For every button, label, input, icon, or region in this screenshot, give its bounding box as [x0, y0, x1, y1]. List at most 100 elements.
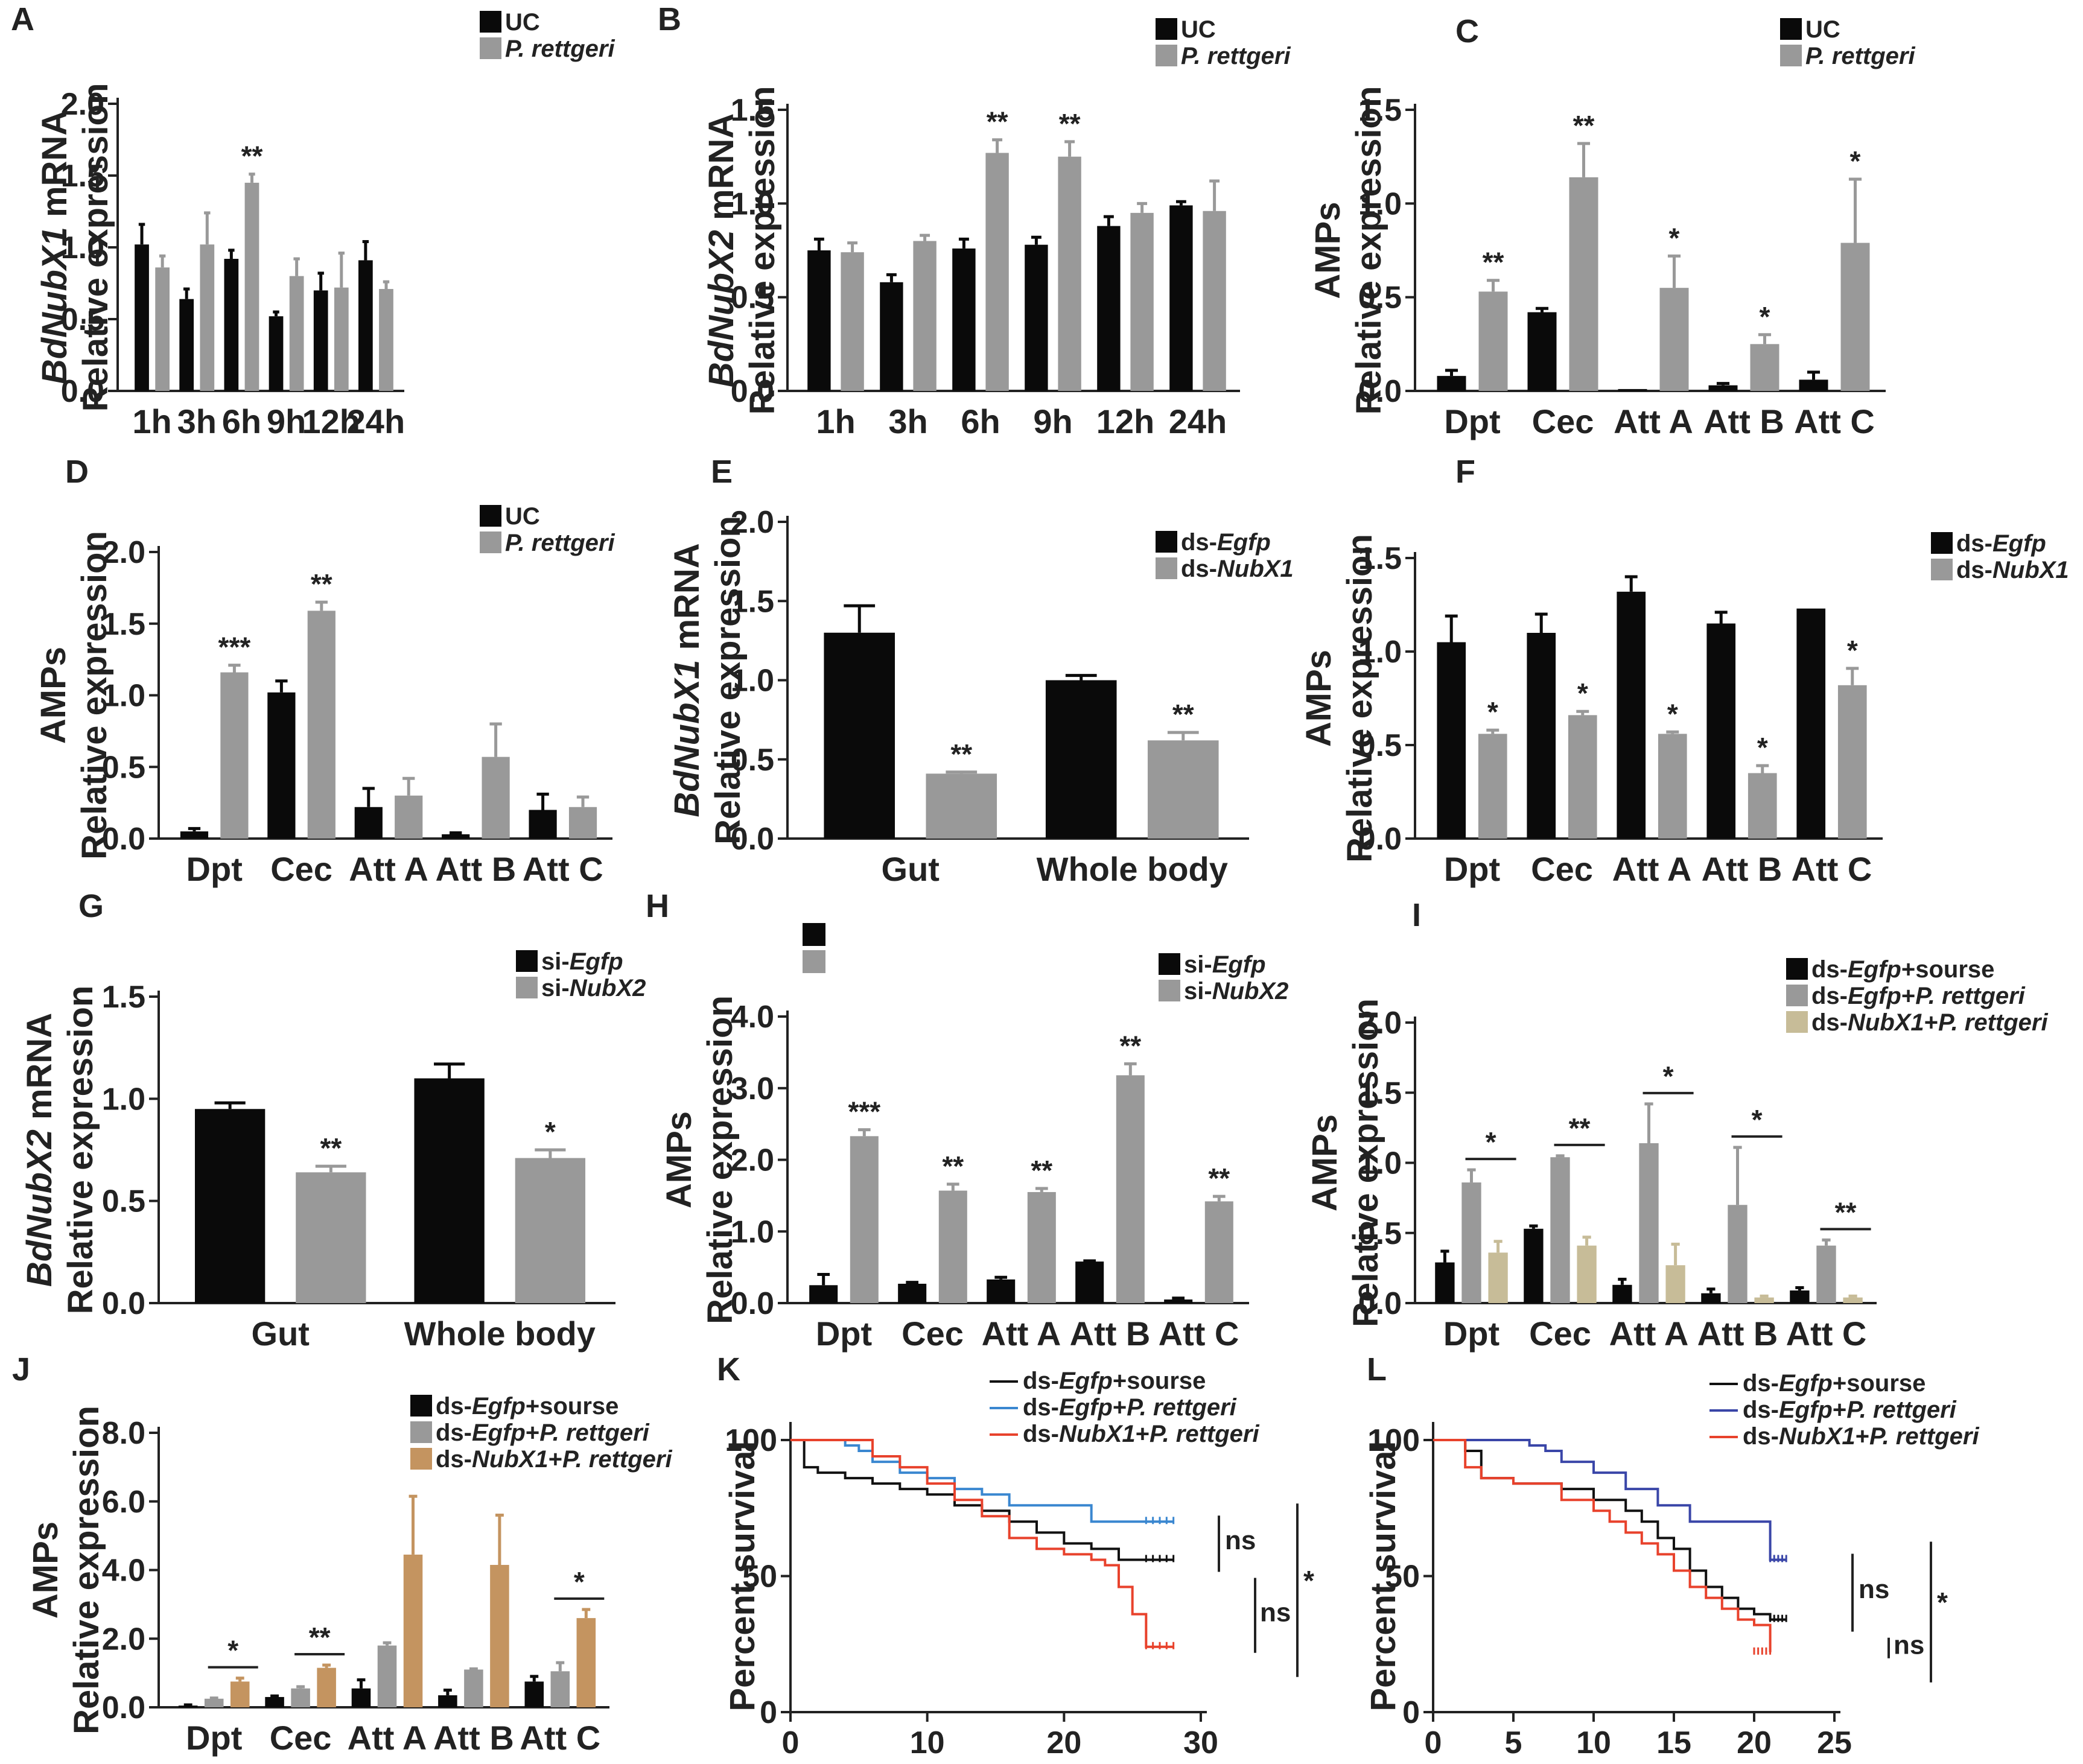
text-part: UC	[1805, 16, 1840, 43]
significance-label: **	[1031, 1155, 1052, 1186]
bar	[1435, 1262, 1455, 1303]
text-part: Egfp	[1848, 956, 1901, 983]
panel-I: I 0.0 0.5 1.0 1.5 2.0 AMPs Relative expression D…	[1305, 897, 2048, 1353]
y-tick-label: 1.5	[731, 584, 774, 619]
text-part: AMPs	[1308, 201, 1347, 299]
survival-curve	[1433, 1439, 1772, 1652]
panel-C: C 0.0 0.5 1.0 1.5 AMPs Relative expression Dpt C…	[1308, 13, 1915, 440]
text-part: P. rettgeri	[505, 530, 615, 556]
category-label: Cec	[1529, 1315, 1591, 1353]
bar	[313, 290, 328, 391]
text-part: +	[526, 1420, 539, 1446]
y-tick-label: 100	[725, 1423, 777, 1458]
text-part: ds-	[1181, 529, 1217, 556]
bar	[269, 316, 284, 391]
legend-label: ds-NubX1	[1956, 557, 2069, 583]
y-tick-label: 0.0	[102, 1690, 145, 1725]
text-part: ds-	[436, 1393, 472, 1420]
bar	[1750, 344, 1779, 391]
y-tick-label: 100	[1367, 1423, 1420, 1458]
text-part: mRNA	[35, 110, 74, 227]
y-tick-label: 1.5	[1358, 1076, 1402, 1111]
legend-swatch	[1159, 980, 1180, 1001]
bar	[1203, 211, 1226, 391]
y-tick-label: 0.5	[102, 1184, 145, 1219]
bar	[898, 1283, 927, 1303]
text-part: ds-	[1743, 1370, 1779, 1397]
category-label: Att A	[982, 1315, 1061, 1353]
text-part: Egfp	[1992, 530, 2046, 557]
legend-label: si-Egfp	[541, 948, 623, 975]
text-part: NubX1	[1848, 1009, 1924, 1036]
category-label: Att C	[1792, 850, 1872, 888]
x-tick-label: 30	[1183, 1725, 1218, 1760]
bar	[524, 1681, 544, 1707]
text-part: BdNubX1	[35, 227, 74, 384]
category-label: 6h	[222, 402, 261, 440]
bar	[289, 276, 304, 391]
text-part: P. rettgeri	[1938, 1009, 2048, 1036]
significance-label: **	[1483, 247, 1504, 278]
text-part: ds-	[436, 1446, 472, 1473]
bar	[464, 1669, 483, 1707]
panel-letter: L	[1367, 1351, 1387, 1388]
panel-H: H 0.0 1.0 2.0 3.0 4.0 AMPs Relative expression D…	[646, 888, 1288, 1353]
legend-label: ds-Egfp	[1956, 530, 2046, 557]
text-part: Egfp	[472, 1420, 526, 1446]
y-tick-label: 0.5	[731, 743, 774, 778]
y-tick-label: 50	[1385, 1559, 1420, 1594]
survival-curve	[790, 1439, 1174, 1561]
category-label: Att C	[520, 1719, 600, 1757]
y-tick-label: 2.0	[102, 535, 145, 570]
bar	[1527, 312, 1557, 391]
y-tick-label: 1.5	[1358, 541, 1402, 576]
text-part: Egfp	[1217, 529, 1271, 556]
category-label: Cec	[902, 1315, 964, 1353]
panel-letter: C	[1455, 13, 1479, 49]
text-part: Egfp	[570, 948, 623, 975]
y-tick-label: 2.0	[61, 87, 104, 122]
category-label: Att B	[1070, 1315, 1151, 1353]
bar	[1618, 389, 1647, 391]
bar	[204, 1698, 224, 1707]
text-part: mRNA	[667, 543, 707, 659]
significance-label: ***	[218, 632, 251, 663]
panel-letter: E	[711, 454, 733, 490]
text-part: BdNubX2	[20, 1129, 59, 1287]
text-part: Egfp	[1059, 1394, 1113, 1421]
y-tick-label: 0.5	[1358, 281, 1402, 316]
text-part: Egfp	[1848, 983, 1901, 1009]
bar	[1790, 1290, 1810, 1303]
bar	[1701, 1293, 1721, 1303]
category-label: Cec	[270, 1719, 332, 1757]
y-tick-label: 1.0	[1358, 1146, 1402, 1181]
bar	[1840, 243, 1870, 391]
bar	[296, 1172, 366, 1303]
text-part: +sourse	[1901, 956, 1995, 983]
stat-label: ns	[1894, 1631, 1924, 1660]
y-axis-label-top: BdNubX1 mRNA	[667, 543, 707, 817]
x-tick-label: 10	[910, 1725, 945, 1760]
category-label: Gut	[882, 850, 940, 888]
panel-letter: I	[1412, 897, 1421, 933]
bar	[529, 810, 557, 839]
y-tick-label: 1.0	[1358, 635, 1402, 670]
category-label: Att B	[1703, 402, 1784, 440]
panel-letter: D	[65, 454, 89, 490]
bar	[1617, 591, 1646, 839]
bar	[354, 807, 383, 839]
significance-label: *	[1757, 732, 1768, 763]
text-part: si-	[1184, 978, 1212, 1004]
y-axis-label: Relative expression	[1346, 998, 1385, 1327]
y-tick-label: 8.0	[102, 1416, 145, 1451]
text-part: UC	[1181, 16, 1216, 43]
y-tick-label: 1.0	[1358, 186, 1402, 221]
y-tick-label: 6.0	[102, 1485, 145, 1520]
y-axis-label: Relative expression	[708, 516, 748, 845]
legend-label: si-NubX2	[1184, 978, 1288, 1004]
bar	[987, 1279, 1016, 1303]
category-label: Att B	[1697, 1315, 1778, 1353]
legend-label: UC	[505, 503, 540, 530]
significance-label: **	[1059, 108, 1081, 139]
bar	[824, 632, 895, 839]
